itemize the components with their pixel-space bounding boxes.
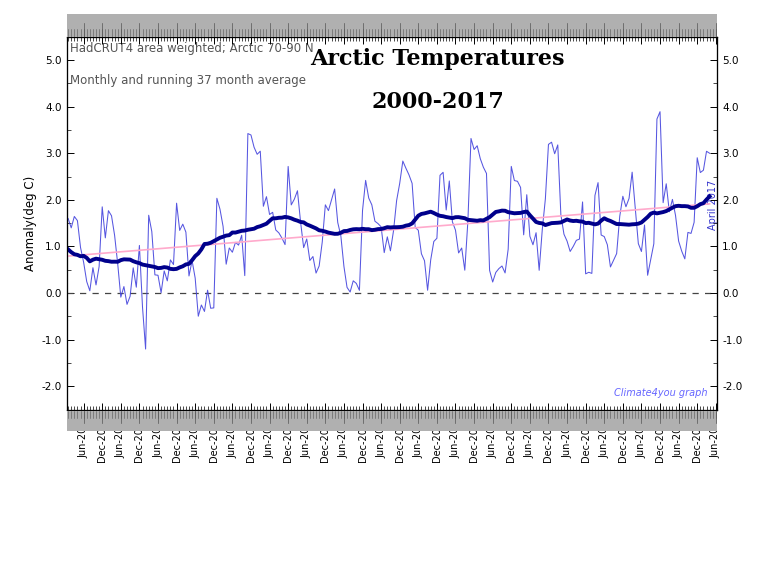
- Text: Climate4you graph: Climate4you graph: [614, 389, 708, 398]
- Y-axis label: Anomaly(deg C): Anomaly(deg C): [24, 176, 38, 271]
- Text: Arctic Temperatures: Arctic Temperatures: [310, 48, 564, 70]
- Text: 2000-2017: 2000-2017: [371, 91, 504, 113]
- Text: April 2017: April 2017: [708, 180, 718, 229]
- Text: HadCRUT4 area weighted; Arctic 70-90 N: HadCRUT4 area weighted; Arctic 70-90 N: [70, 42, 314, 55]
- Text: Monthly and running 37 month average: Monthly and running 37 month average: [70, 74, 306, 87]
